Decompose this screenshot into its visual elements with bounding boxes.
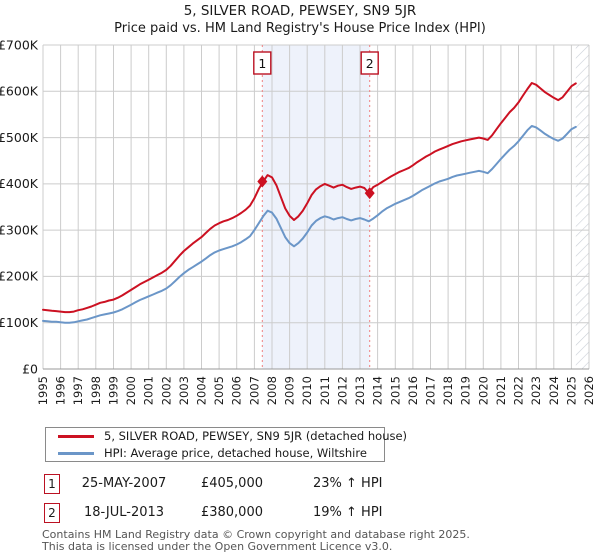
svg-text:2019: 2019 <box>459 376 473 405</box>
svg-text:2023: 2023 <box>529 376 543 405</box>
svg-text:1998: 1998 <box>89 376 103 405</box>
legend-label-hpi: HPI: Average price, detached house, Wilt… <box>104 446 367 460</box>
svg-text:2013: 2013 <box>353 376 367 405</box>
svg-text:2002: 2002 <box>159 376 173 405</box>
svg-text:2001: 2001 <box>142 376 156 405</box>
svg-text:2004: 2004 <box>195 376 209 405</box>
svg-text:2018: 2018 <box>441 376 455 405</box>
legend-item-property: 5, SILVER ROAD, PEWSEY, SN9 5JR (detache… <box>58 429 407 443</box>
svg-text:2022: 2022 <box>512 376 526 405</box>
footer-line-2: This data is licensed under the Open Gov… <box>42 539 393 553</box>
svg-text:1995: 1995 <box>36 376 50 405</box>
svg-text:2011: 2011 <box>318 376 332 405</box>
svg-text:2009: 2009 <box>283 376 297 405</box>
svg-text:£700K: £700K <box>0 37 39 52</box>
sale-1-date: 25-MAY-2007 <box>81 476 167 491</box>
sale-2-marker-box: 2 <box>44 503 60 523</box>
legend-item-hpi: HPI: Average price, detached house, Wilt… <box>58 446 384 460</box>
sale-1-price: £405,000 <box>200 476 263 491</box>
footer: Contains HM Land Registry data © Crown c… <box>42 529 470 552</box>
svg-text:2024: 2024 <box>547 376 561 405</box>
price-chart: 1995 1996 1997 1998 1999 2000 2001 2002 2003 2004… <box>0 37 596 405</box>
sale-2-date: 18-JUL-2013 <box>83 505 165 520</box>
svg-text:£500K: £500K <box>0 130 39 145</box>
svg-text:2: 2 <box>366 56 374 71</box>
sale-1-hpi-diff: 23% ↑ HPI <box>313 476 383 491</box>
svg-text:2016: 2016 <box>406 376 420 405</box>
svg-text:£100K: £100K <box>0 315 39 330</box>
svg-text:2026: 2026 <box>582 376 596 405</box>
svg-text:2017: 2017 <box>424 376 438 405</box>
sale-2-price: £380,000 <box>200 505 263 520</box>
chart-legend: 5, SILVER ROAD, PEWSEY, SN9 5JR (detache… <box>45 427 407 462</box>
svg-text:2006: 2006 <box>230 376 244 405</box>
legend-swatch <box>58 434 94 438</box>
svg-text:1996: 1996 <box>54 376 68 405</box>
svg-text:2003: 2003 <box>177 376 191 405</box>
svg-text:2025: 2025 <box>564 376 578 405</box>
svg-text:£0: £0 <box>22 361 38 376</box>
svg-text:2012: 2012 <box>335 376 349 405</box>
footer-line-1: Contains HM Land Registry data © Crown c… <box>42 528 470 541</box>
chart-title: 5, SILVER ROAD, PEWSEY, SN9 5JR <box>183 3 417 19</box>
legend-swatch <box>58 451 94 455</box>
svg-text:1997: 1997 <box>71 376 85 405</box>
svg-text:£300K: £300K <box>0 222 39 237</box>
svg-text:2005: 2005 <box>212 376 226 405</box>
chart-subtitle: Price paid vs. HM Land Registry's House … <box>114 21 486 36</box>
svg-text:£600K: £600K <box>0 84 39 99</box>
svg-text:2015: 2015 <box>388 376 402 405</box>
legend-label-property: 5, SILVER ROAD, PEWSEY, SN9 5JR (detache… <box>104 429 408 443</box>
svg-text:£400K: £400K <box>0 176 39 191</box>
svg-text:£200K: £200K <box>0 269 39 284</box>
svg-text:2008: 2008 <box>265 376 279 405</box>
sale-row-2: 2 18-JUL-2013 £380,000 19% ↑ HPI <box>42 503 582 523</box>
svg-text:2000: 2000 <box>124 376 138 405</box>
sale-row-1: 1 25-MAY-2007 £405,000 23% ↑ HPI <box>42 474 582 494</box>
svg-text:2020: 2020 <box>476 376 490 405</box>
svg-text:2010: 2010 <box>300 376 314 405</box>
svg-text:2007: 2007 <box>247 376 261 405</box>
sale-2-hpi-diff: 19% ↑ HPI <box>313 505 383 520</box>
svg-text:2014: 2014 <box>371 376 385 405</box>
sale-1-marker-box: 1 <box>44 474 60 494</box>
svg-text:1: 1 <box>258 56 266 71</box>
svg-text:2021: 2021 <box>494 376 508 405</box>
svg-text:1999: 1999 <box>107 376 121 405</box>
